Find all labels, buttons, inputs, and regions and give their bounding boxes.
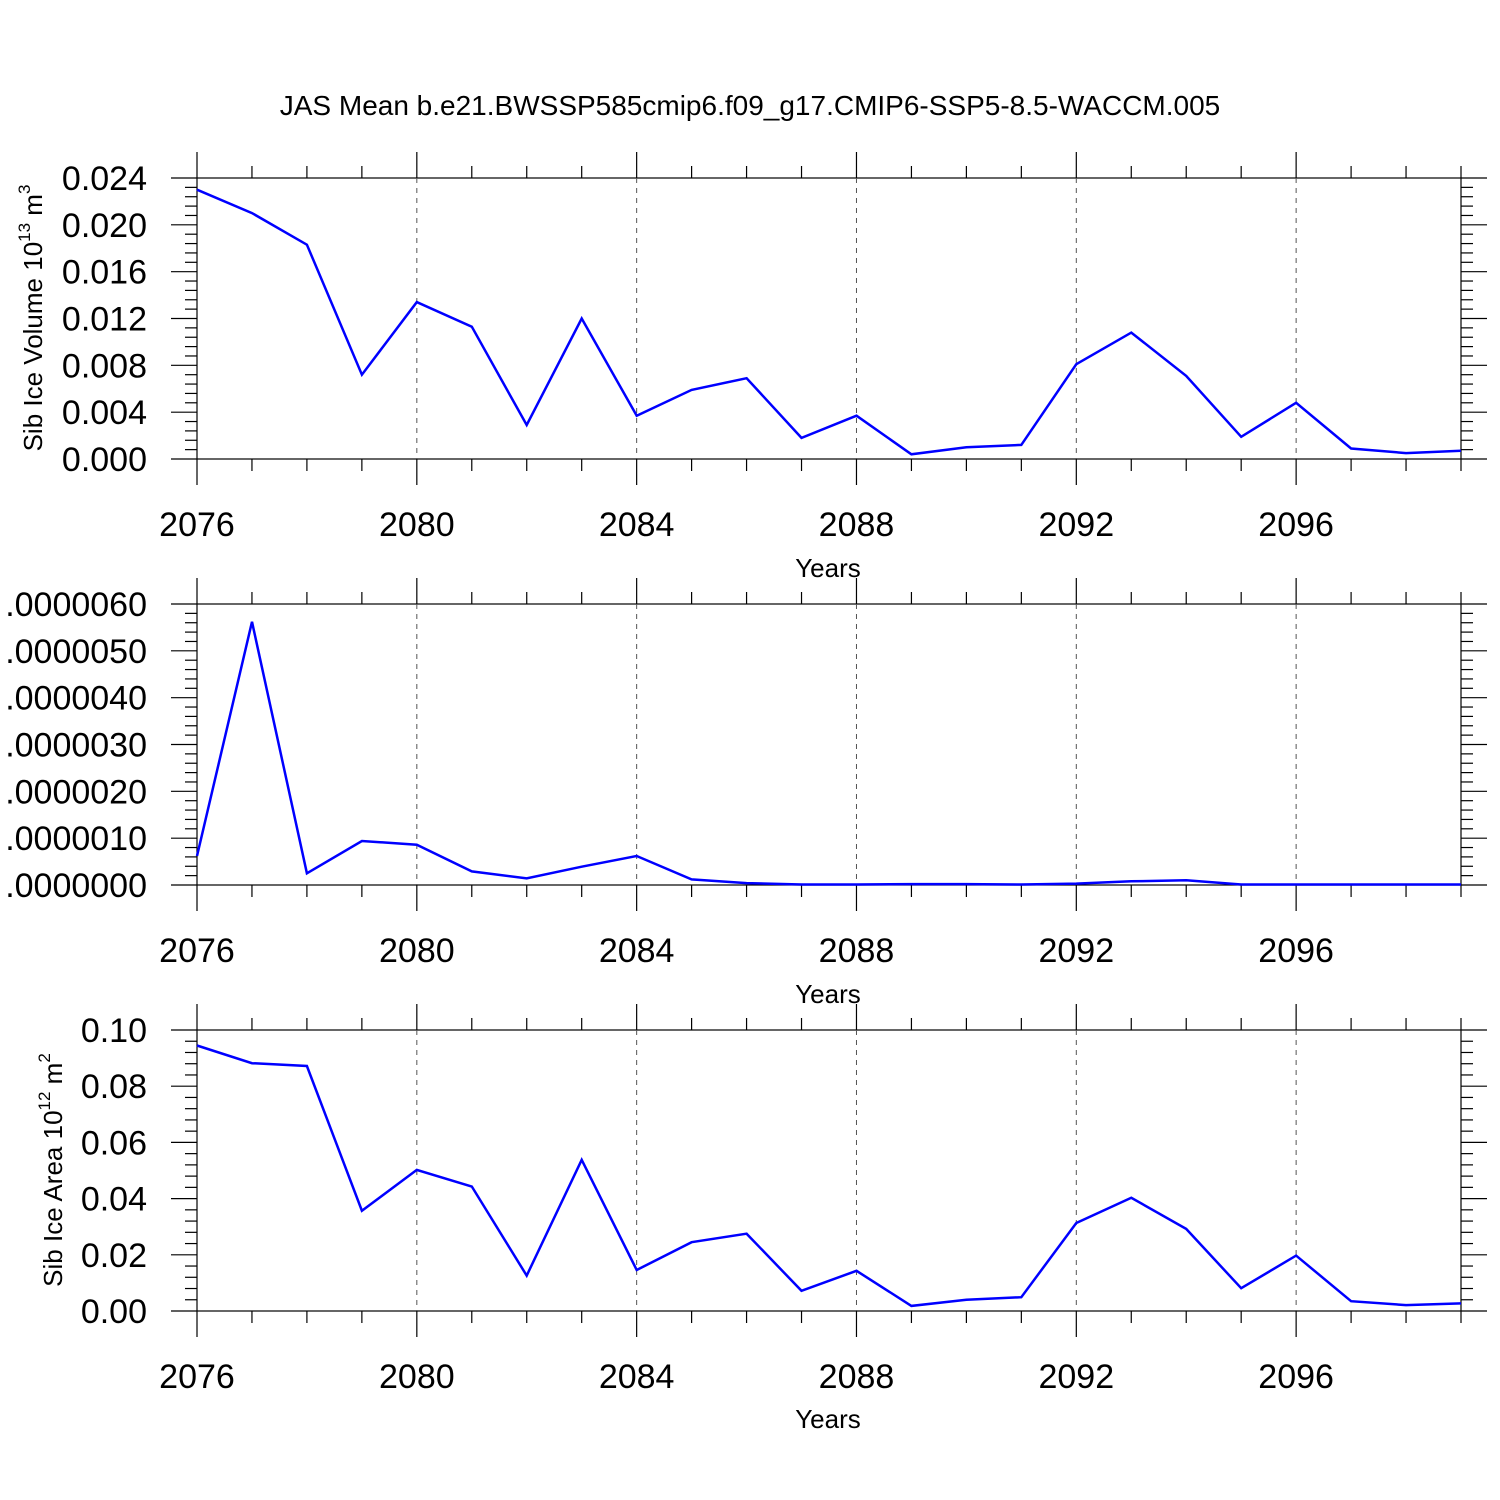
- axis-ticks: [171, 152, 1487, 485]
- series-line-area: [196, 1044, 1462, 1308]
- axis-ticks: [171, 1004, 1487, 1337]
- y-tick-labels: .0000000 .0000010 .0000020 .0000030 .0000040…: [5, 586, 147, 905]
- x-tick-label: 2092: [1038, 1358, 1114, 1396]
- x-axis-title: Years: [795, 553, 861, 583]
- y-tick-label: 0.020: [62, 207, 147, 245]
- plot-frame: [196, 1029, 1462, 1312]
- y-tick-label: 0.000: [62, 441, 147, 479]
- x-tick-label: 2088: [819, 506, 895, 544]
- x-tick-label: 2096: [1258, 1358, 1334, 1396]
- panel-sib-ice-area: 0.00 0.02 0.04 0.06 0.08 0.10 2076 2080 2084 208…: [35, 1004, 1487, 1434]
- series-line-volume: [196, 188, 1462, 456]
- y-tick-labels: 0.000 0.004 0.008 0.012 0.016 0.020 0.024: [62, 160, 147, 479]
- y-tick-label: 0.00: [81, 1293, 147, 1331]
- y-tick-label: .0000060: [5, 586, 147, 624]
- y-tick-label: 0.10: [81, 1012, 147, 1050]
- x-tick-label: 2092: [1038, 932, 1114, 970]
- y-tick-label: 0.004: [62, 394, 147, 432]
- y-tick-label: 0.02: [81, 1237, 147, 1275]
- y-tick-label: 0.012: [62, 301, 147, 339]
- x-tick-label: 2096: [1258, 506, 1334, 544]
- panel-middle: .0000000 .0000010 .0000020 .0000030 .0000040…: [5, 578, 1487, 1009]
- x-tick-label: 2080: [379, 1358, 455, 1396]
- x-axis-title: Years: [795, 979, 861, 1009]
- axis-ticks: [171, 578, 1487, 911]
- y-tick-label: 0.04: [81, 1181, 147, 1219]
- x-tick-label: 2080: [379, 506, 455, 544]
- x-tick-label: 2084: [599, 1358, 675, 1396]
- x-tick-label: 2096: [1258, 932, 1334, 970]
- y-tick-label: .0000020: [5, 773, 147, 811]
- y-tick-label: .0000030: [5, 727, 147, 765]
- x-tick-label: 2076: [159, 1358, 235, 1396]
- x-axis-title: Years: [795, 1404, 861, 1434]
- x-tick-labels: 2076 2080 2084 2088 2092 2096: [159, 1358, 1334, 1396]
- y-tick-label: 0.016: [62, 254, 147, 292]
- x-tick-label: 2088: [819, 1358, 895, 1396]
- y-tick-label: .0000000: [5, 867, 147, 905]
- x-gridlines: [416, 178, 1297, 459]
- y-tick-label: 0.024: [62, 160, 147, 198]
- x-tick-label: 2092: [1038, 506, 1114, 544]
- x-tick-labels: 2076 2080 2084 2088 2092 2096: [159, 932, 1334, 970]
- x-tick-label: 2088: [819, 932, 895, 970]
- y-tick-label: 0.008: [62, 347, 147, 385]
- x-tick-label: 2076: [159, 506, 235, 544]
- x-tick-label: 2084: [599, 932, 675, 970]
- y-tick-labels: 0.00 0.02 0.04 0.06 0.08 0.10: [81, 1012, 147, 1331]
- y-tick-label: .0000040: [5, 680, 147, 718]
- y-axis-title: Sib Ice Area 1012 m2: [35, 1053, 68, 1287]
- series-line-middle: [195, 621, 1461, 886]
- x-gridlines: [416, 604, 1297, 885]
- y-tick-label: 0.08: [81, 1068, 147, 1106]
- panel-sib-ice-volume: 0.000 0.004 0.008 0.012 0.016 0.020 0.024 2076…: [15, 152, 1487, 583]
- y-tick-label: .0000010: [5, 820, 147, 858]
- x-tick-labels: 2076 2080 2084 2088 2092 2096: [159, 506, 1334, 544]
- x-gridlines: [416, 1030, 1297, 1311]
- y-axis-title: Sib Ice Volume 1013 m3: [15, 185, 48, 452]
- y-tick-label: .0000050: [5, 633, 147, 671]
- y-tick-label: 0.06: [81, 1124, 147, 1162]
- chart-title: JAS Mean b.e21.BWSSP585cmip6.f09_g17.CMI…: [280, 90, 1221, 121]
- x-tick-label: 2080: [379, 932, 455, 970]
- x-tick-label: 2084: [599, 506, 675, 544]
- x-tick-label: 2076: [159, 932, 235, 970]
